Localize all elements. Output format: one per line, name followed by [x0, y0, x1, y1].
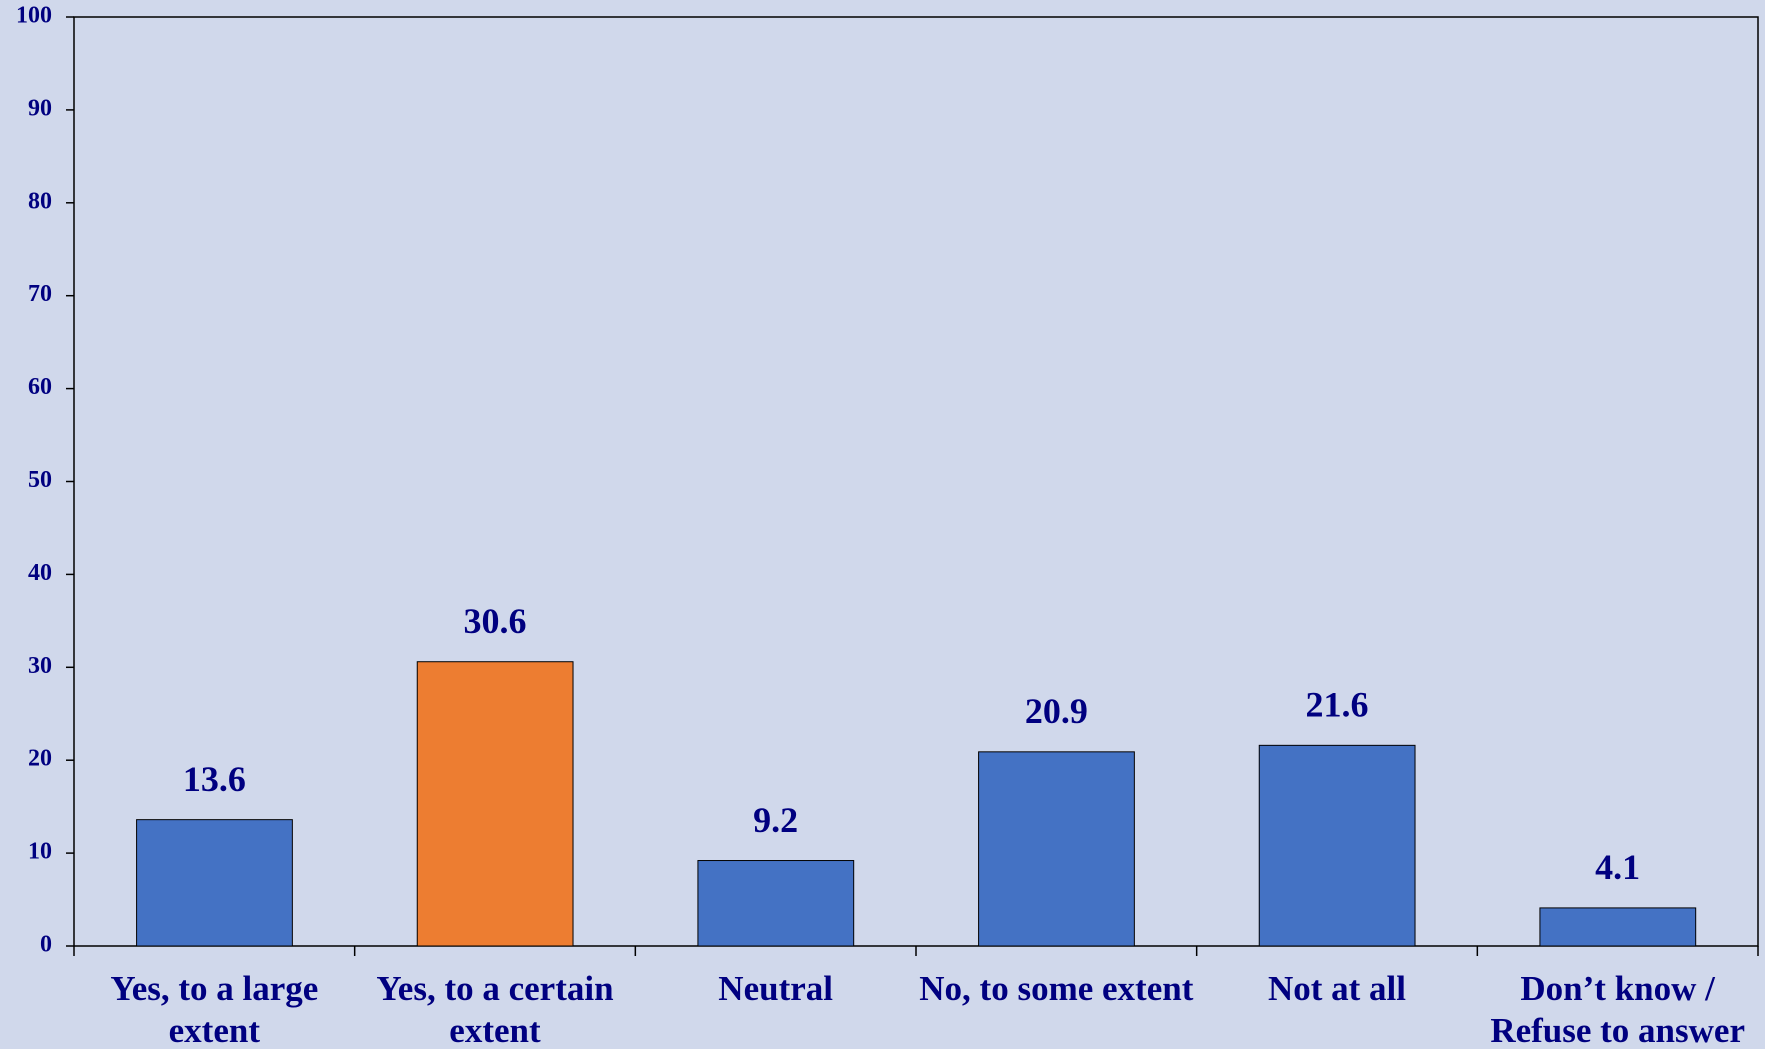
x-tick-label: Yes, to a large extent — [110, 969, 319, 1049]
data-label: 9.2 — [753, 800, 798, 840]
bar — [978, 751, 1135, 947]
y-tick-label: 100 — [16, 3, 52, 29]
y-tick-label: 30 — [28, 653, 52, 679]
bar — [416, 661, 574, 947]
bar — [136, 819, 293, 947]
y-tick-label: 20 — [28, 746, 52, 772]
y-tick-label: 50 — [28, 467, 52, 493]
y-tick-label: 90 — [28, 95, 52, 121]
data-label: 4.1 — [1595, 847, 1640, 887]
y-tick-label: 60 — [28, 374, 52, 400]
bar — [1258, 744, 1416, 947]
data-label: 20.9 — [1025, 691, 1088, 731]
bar — [697, 860, 855, 947]
data-label: 21.6 — [1306, 685, 1369, 725]
y-tick-label: 0 — [40, 932, 52, 958]
plot-frame — [73, 16, 1759, 947]
data-label: 13.6 — [183, 759, 246, 799]
x-tick-label: Not at all — [1267, 969, 1406, 1008]
y-tick-label: 40 — [28, 560, 52, 586]
x-tick-label: Neutral — [718, 969, 833, 1008]
y-tick-label: 10 — [28, 839, 52, 865]
y-tick-label: 80 — [28, 188, 52, 214]
y-tick-label: 70 — [28, 281, 52, 307]
x-tick-label: No, to some extent — [919, 969, 1194, 1008]
data-label: 30.6 — [464, 601, 527, 641]
bar — [1539, 907, 1697, 947]
x-tick-label: Yes, to a certain extent — [376, 969, 614, 1049]
x-tick-label: Don’t know / Refuse to answer — [1490, 969, 1745, 1049]
